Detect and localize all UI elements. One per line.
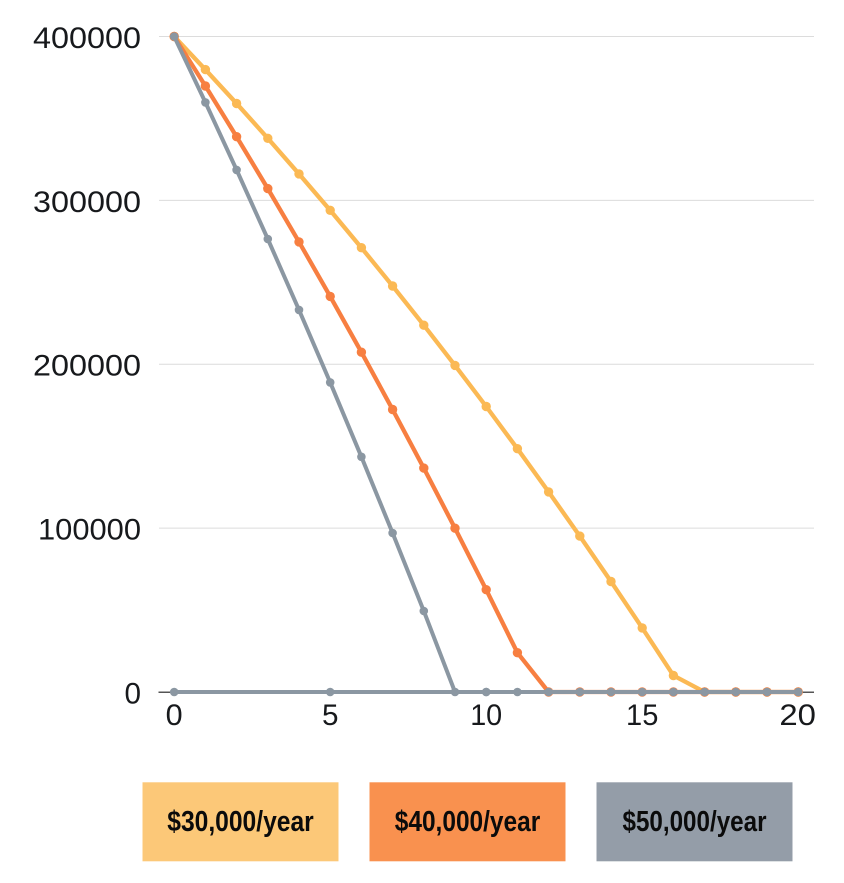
- svg-text:10: 10: [470, 699, 502, 732]
- svg-text:400000: 400000: [33, 22, 141, 55]
- svg-text:0: 0: [166, 699, 183, 732]
- svg-text:15: 15: [626, 699, 658, 732]
- svg-text:$30,000/year: $30,000/year: [167, 806, 314, 838]
- svg-text:100000: 100000: [38, 514, 141, 547]
- svg-text:300000: 300000: [33, 186, 141, 219]
- svg-text:$50,000/year: $50,000/year: [623, 806, 767, 838]
- svg-text:5: 5: [322, 699, 339, 732]
- svg-text:0: 0: [125, 678, 142, 711]
- svg-text:$40,000/year: $40,000/year: [395, 806, 541, 838]
- svg-text:200000: 200000: [33, 350, 141, 383]
- svg-text:20: 20: [779, 699, 816, 732]
